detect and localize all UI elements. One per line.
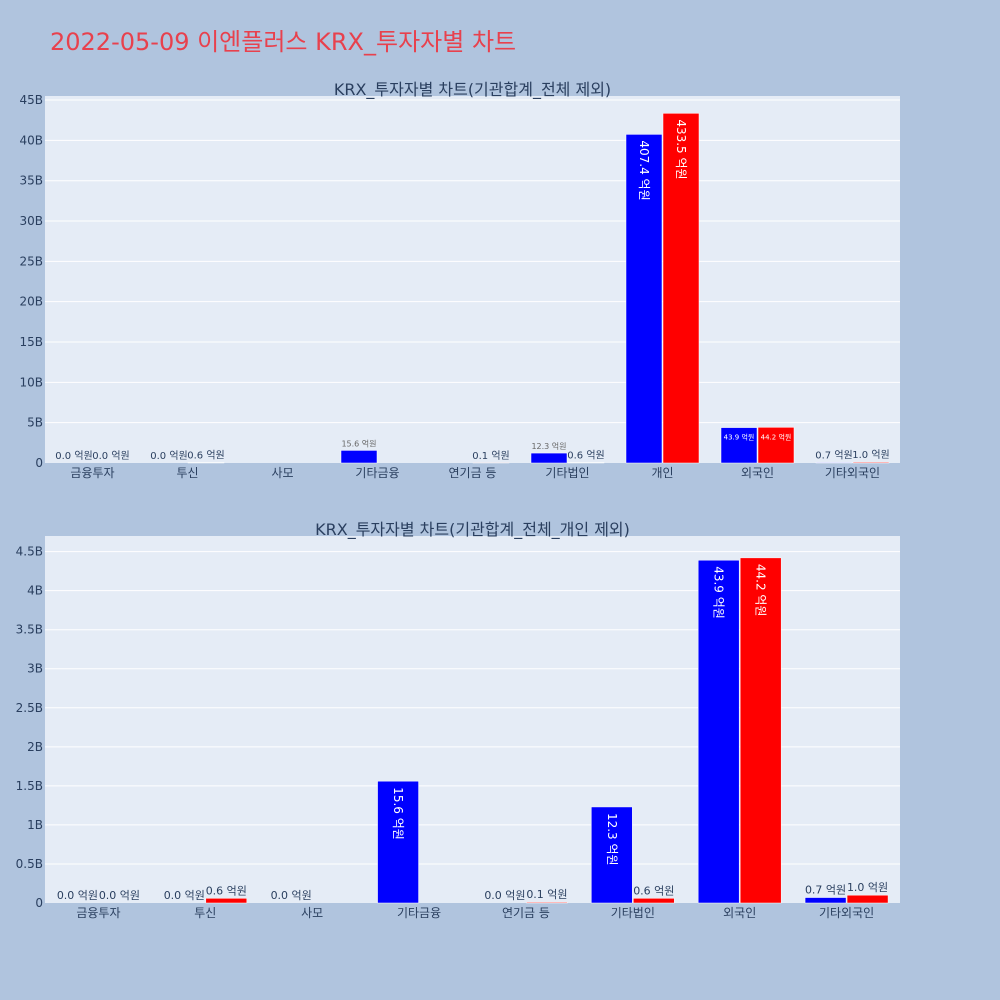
data-label: 0.1 억원 bbox=[472, 450, 509, 462]
x-tick-label: 기타금융 bbox=[397, 906, 441, 920]
data-label: 43.9 억원 bbox=[724, 433, 755, 442]
plot-area bbox=[45, 96, 900, 463]
y-tick-label: 2B bbox=[27, 740, 43, 754]
data-label: 15.6 억원 bbox=[391, 787, 405, 840]
data-label: 12.3 억원 bbox=[531, 441, 566, 451]
bar-buy bbox=[697, 559, 740, 904]
y-tick-label: 5B bbox=[27, 416, 43, 430]
y-tick-label: 45B bbox=[19, 93, 43, 107]
x-tick-label: 외국인 bbox=[741, 466, 774, 480]
bar-sell bbox=[852, 461, 890, 464]
bar-sell bbox=[846, 894, 889, 904]
chart-title: KRX_투자자별 차트(기관합계_전체_개인 제외) bbox=[315, 520, 630, 540]
data-label: 0.1 억원 bbox=[526, 888, 567, 901]
data-label: 0.0 억원 bbox=[164, 889, 205, 902]
data-label: 433.5 억원 bbox=[674, 119, 688, 179]
bar-buy bbox=[377, 780, 419, 904]
chart-1: 0 5B 10B 15B 20B 25B 30B 35B 40B 45B KRX_투자자별 차트(기… bbox=[19, 80, 900, 480]
data-label: 0.0 억원 bbox=[150, 450, 187, 462]
bar-buy bbox=[340, 450, 378, 464]
x-tick-label: 금융투자 bbox=[76, 906, 120, 920]
data-label: 1.0 억원 bbox=[847, 881, 888, 894]
y-tick-label: 30B bbox=[19, 214, 43, 228]
y-tick-label: 3B bbox=[27, 662, 43, 676]
x-tick-label: 기타외국인 bbox=[819, 906, 874, 920]
x-tick-label: 기타금융 bbox=[355, 466, 399, 480]
data-label: 43.9 억원 bbox=[712, 566, 726, 619]
data-label: 407.4 억원 bbox=[637, 140, 651, 200]
data-label: 12.3 억원 bbox=[605, 813, 619, 866]
y-tick-label: 0.5B bbox=[16, 857, 43, 871]
x-tick-label: 연기금 등 bbox=[502, 906, 550, 920]
x-tick-label: 투신 bbox=[194, 906, 216, 920]
data-label: 0.0 억원 bbox=[92, 450, 129, 462]
bar-buy bbox=[591, 806, 633, 904]
y-tick-label: 10B bbox=[19, 375, 43, 389]
y-tick-label: 0 bbox=[35, 896, 43, 910]
page-title: 2022-05-09 이엔플러스 KRX_투자자별 차트 bbox=[50, 28, 517, 56]
x-tick-label: 기타법인 bbox=[545, 466, 589, 480]
x-tick-label: 금융투자 bbox=[70, 466, 114, 480]
bar-buy bbox=[804, 897, 847, 904]
data-label: 0.0 억원 bbox=[271, 889, 312, 902]
data-label: 0.7 억원 bbox=[815, 449, 852, 461]
y-tick-label: 1B bbox=[27, 818, 43, 832]
y-tick-label: 4.5B bbox=[16, 545, 43, 559]
data-label: 0.0 억원 bbox=[55, 450, 92, 462]
bar-sell bbox=[739, 557, 782, 904]
y-tick-label: 0 bbox=[35, 456, 43, 470]
data-label: 1.0 억원 bbox=[852, 449, 889, 461]
data-label: 15.6 억원 bbox=[341, 438, 376, 448]
y-tick-label: 25B bbox=[19, 254, 43, 268]
data-label: 0.7 억원 bbox=[805, 884, 846, 897]
data-label: 0.6 억원 bbox=[633, 884, 674, 897]
x-tick-label: 사모 bbox=[301, 906, 323, 920]
data-label: 0.6 억원 bbox=[187, 450, 224, 462]
y-tick-label: 40B bbox=[19, 133, 43, 147]
bar-buy bbox=[530, 452, 568, 464]
chart-title: KRX_투자자별 차트(기관합계_전체 제외) bbox=[334, 80, 611, 100]
bar-sell bbox=[662, 113, 700, 464]
x-tick-label: 기타외국인 bbox=[825, 466, 880, 480]
x-tick-label: 개인 bbox=[651, 466, 673, 480]
bar-buy bbox=[720, 427, 758, 464]
data-label: 0.0 억원 bbox=[484, 889, 525, 902]
y-tick-label: 1.5B bbox=[16, 779, 43, 793]
data-label: 44.2 억원 bbox=[754, 564, 768, 617]
y-tick-label: 15B bbox=[19, 335, 43, 349]
x-tick-label: 투신 bbox=[176, 466, 198, 480]
bar-sell bbox=[757, 427, 795, 464]
y-tick-label: 4B bbox=[27, 584, 43, 598]
y-tick-label: 20B bbox=[19, 295, 43, 309]
bar-sell bbox=[526, 901, 568, 904]
data-label: 0.6 억원 bbox=[567, 450, 604, 462]
x-tick-label: 기타법인 bbox=[611, 906, 655, 920]
x-tick-label: 외국인 bbox=[723, 906, 756, 920]
x-tick-label: 사모 bbox=[271, 466, 293, 480]
data-label: 44.2 억원 bbox=[761, 432, 792, 441]
data-label: 0.6 억원 bbox=[206, 884, 247, 897]
bar-sell bbox=[205, 898, 248, 904]
data-label: 0.0 억원 bbox=[99, 889, 140, 902]
y-tick-label: 35B bbox=[19, 174, 43, 188]
y-tick-label: 3.5B bbox=[16, 623, 43, 637]
bar-buy bbox=[625, 134, 663, 464]
bar-sell bbox=[633, 898, 675, 904]
x-tick-label: 연기금 등 bbox=[449, 466, 497, 480]
bar-buy bbox=[815, 462, 853, 464]
chart-2: 0 0.5B 1B 1.5B 2B 2.5B 3B 3.5B 4B 4.5B KRX_투자자별 차트… bbox=[16, 520, 900, 920]
y-tick-label: 2.5B bbox=[16, 701, 43, 715]
data-label: 0.0 억원 bbox=[57, 889, 98, 902]
